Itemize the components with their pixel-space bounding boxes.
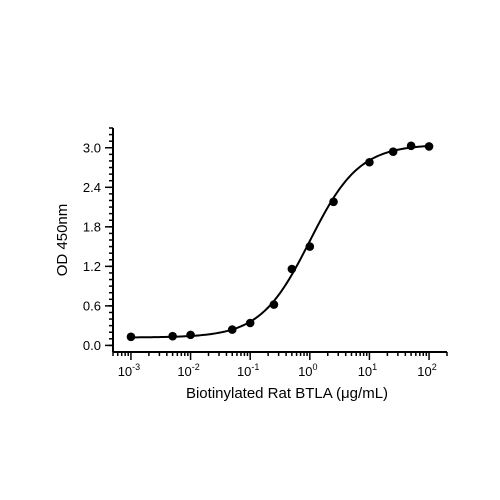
data-point bbox=[186, 330, 195, 340]
data-point bbox=[245, 318, 255, 328]
data-point bbox=[406, 141, 416, 151]
data-point bbox=[287, 264, 297, 274]
data-point bbox=[388, 147, 398, 157]
x-tick-label: 102 bbox=[417, 362, 436, 379]
y-tick-label: 1.2 bbox=[83, 259, 101, 274]
data-point bbox=[126, 332, 136, 342]
y-tick-label: 1.8 bbox=[83, 219, 101, 234]
y-tick-label: 3.0 bbox=[83, 140, 101, 155]
x-tick-label: 101 bbox=[358, 362, 377, 379]
x-axis-title: Biotinylated Rat BTLA (μg/mL) bbox=[186, 385, 388, 402]
fit-curve bbox=[130, 144, 430, 339]
x-tick-label: 10-3 bbox=[118, 362, 140, 379]
x-tick-label: 100 bbox=[298, 362, 317, 379]
data-point bbox=[424, 142, 434, 151]
data-point bbox=[227, 325, 237, 334]
y-tick-label: 0.0 bbox=[83, 338, 101, 353]
y-tick-label: 2.4 bbox=[83, 180, 101, 195]
data-point bbox=[365, 157, 374, 167]
data-point bbox=[269, 300, 279, 309]
data-point bbox=[329, 197, 338, 207]
x-tick-label: 10-2 bbox=[177, 362, 199, 379]
y-tick-label: 0.6 bbox=[83, 298, 101, 313]
data-points bbox=[126, 141, 434, 342]
y-axis-title: OD 450nm bbox=[54, 204, 71, 277]
x-tick-label: 10-1 bbox=[237, 362, 259, 379]
y-axis: 0.0 0.6 1.2 1.8 2.4 3.0 bbox=[83, 127, 114, 353]
data-point bbox=[305, 242, 315, 251]
data-point bbox=[168, 331, 177, 341]
x-axis: 10-3 10-2 10-1 100 101 102 bbox=[112, 351, 448, 379]
